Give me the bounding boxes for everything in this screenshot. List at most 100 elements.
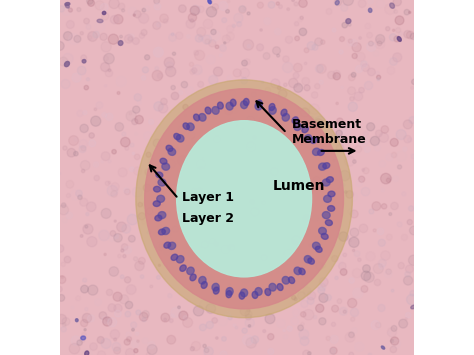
Text: Lumen: Lumen	[273, 179, 325, 193]
Circle shape	[234, 211, 241, 217]
Circle shape	[226, 286, 234, 295]
Circle shape	[108, 160, 111, 163]
Circle shape	[209, 0, 212, 3]
Circle shape	[222, 35, 230, 43]
Circle shape	[213, 40, 216, 43]
Circle shape	[304, 275, 307, 278]
Circle shape	[292, 309, 300, 316]
Circle shape	[61, 80, 70, 88]
Circle shape	[319, 293, 328, 302]
Circle shape	[277, 86, 281, 89]
Circle shape	[91, 116, 101, 126]
Ellipse shape	[158, 179, 166, 186]
Circle shape	[276, 221, 282, 227]
Circle shape	[278, 103, 282, 107]
Circle shape	[84, 329, 86, 331]
Circle shape	[72, 306, 73, 308]
Circle shape	[158, 104, 168, 113]
Circle shape	[142, 220, 146, 224]
Circle shape	[361, 271, 371, 280]
Ellipse shape	[255, 102, 262, 110]
Circle shape	[191, 137, 197, 143]
Circle shape	[242, 60, 247, 66]
Circle shape	[251, 92, 256, 97]
Ellipse shape	[312, 242, 320, 250]
Circle shape	[394, 36, 400, 42]
Circle shape	[150, 285, 153, 288]
Circle shape	[404, 135, 411, 143]
Circle shape	[256, 44, 264, 51]
Circle shape	[215, 183, 222, 190]
Circle shape	[310, 116, 314, 120]
Circle shape	[197, 6, 204, 13]
Circle shape	[67, 148, 76, 157]
Circle shape	[299, 17, 303, 22]
Circle shape	[246, 142, 256, 152]
Circle shape	[343, 310, 346, 313]
Circle shape	[177, 155, 188, 166]
Circle shape	[298, 131, 302, 136]
Circle shape	[86, 24, 91, 29]
Circle shape	[173, 52, 176, 55]
Ellipse shape	[176, 256, 184, 263]
Circle shape	[106, 289, 113, 296]
Circle shape	[236, 125, 238, 127]
Circle shape	[318, 239, 326, 247]
Circle shape	[101, 338, 111, 349]
Circle shape	[406, 31, 414, 39]
Ellipse shape	[319, 163, 327, 170]
Circle shape	[342, 130, 346, 133]
Circle shape	[384, 270, 392, 278]
Circle shape	[270, 224, 278, 232]
Circle shape	[136, 310, 141, 315]
Circle shape	[195, 34, 203, 42]
Circle shape	[309, 244, 312, 247]
Circle shape	[176, 147, 179, 151]
Circle shape	[89, 140, 96, 147]
Circle shape	[109, 0, 119, 9]
Circle shape	[220, 351, 227, 355]
Circle shape	[409, 206, 414, 211]
Circle shape	[122, 9, 125, 12]
Circle shape	[336, 144, 344, 152]
Circle shape	[328, 71, 335, 79]
Circle shape	[335, 0, 342, 6]
Circle shape	[259, 87, 262, 90]
Circle shape	[192, 65, 202, 75]
Circle shape	[345, 156, 355, 166]
Circle shape	[376, 71, 379, 75]
Circle shape	[178, 204, 186, 212]
Circle shape	[114, 220, 116, 222]
Circle shape	[352, 268, 362, 278]
Circle shape	[68, 8, 73, 12]
Circle shape	[255, 129, 264, 138]
Circle shape	[171, 86, 175, 90]
Ellipse shape	[64, 61, 70, 67]
Circle shape	[197, 27, 206, 37]
Circle shape	[125, 146, 129, 150]
Circle shape	[399, 32, 402, 36]
Circle shape	[145, 55, 150, 60]
Circle shape	[241, 77, 247, 84]
Circle shape	[94, 108, 97, 111]
Circle shape	[276, 2, 280, 5]
Circle shape	[341, 4, 348, 11]
Ellipse shape	[164, 242, 171, 248]
Circle shape	[351, 72, 356, 77]
Ellipse shape	[212, 283, 219, 291]
Circle shape	[115, 122, 124, 131]
Circle shape	[307, 297, 314, 304]
Circle shape	[221, 245, 230, 254]
Circle shape	[339, 307, 347, 315]
Circle shape	[120, 137, 130, 147]
Circle shape	[343, 253, 346, 257]
Circle shape	[62, 323, 66, 327]
Circle shape	[190, 69, 195, 75]
Ellipse shape	[302, 126, 309, 133]
Circle shape	[202, 157, 207, 161]
Circle shape	[233, 324, 236, 327]
Ellipse shape	[218, 102, 223, 109]
Circle shape	[309, 104, 319, 114]
Circle shape	[202, 111, 210, 119]
Circle shape	[154, 3, 161, 10]
